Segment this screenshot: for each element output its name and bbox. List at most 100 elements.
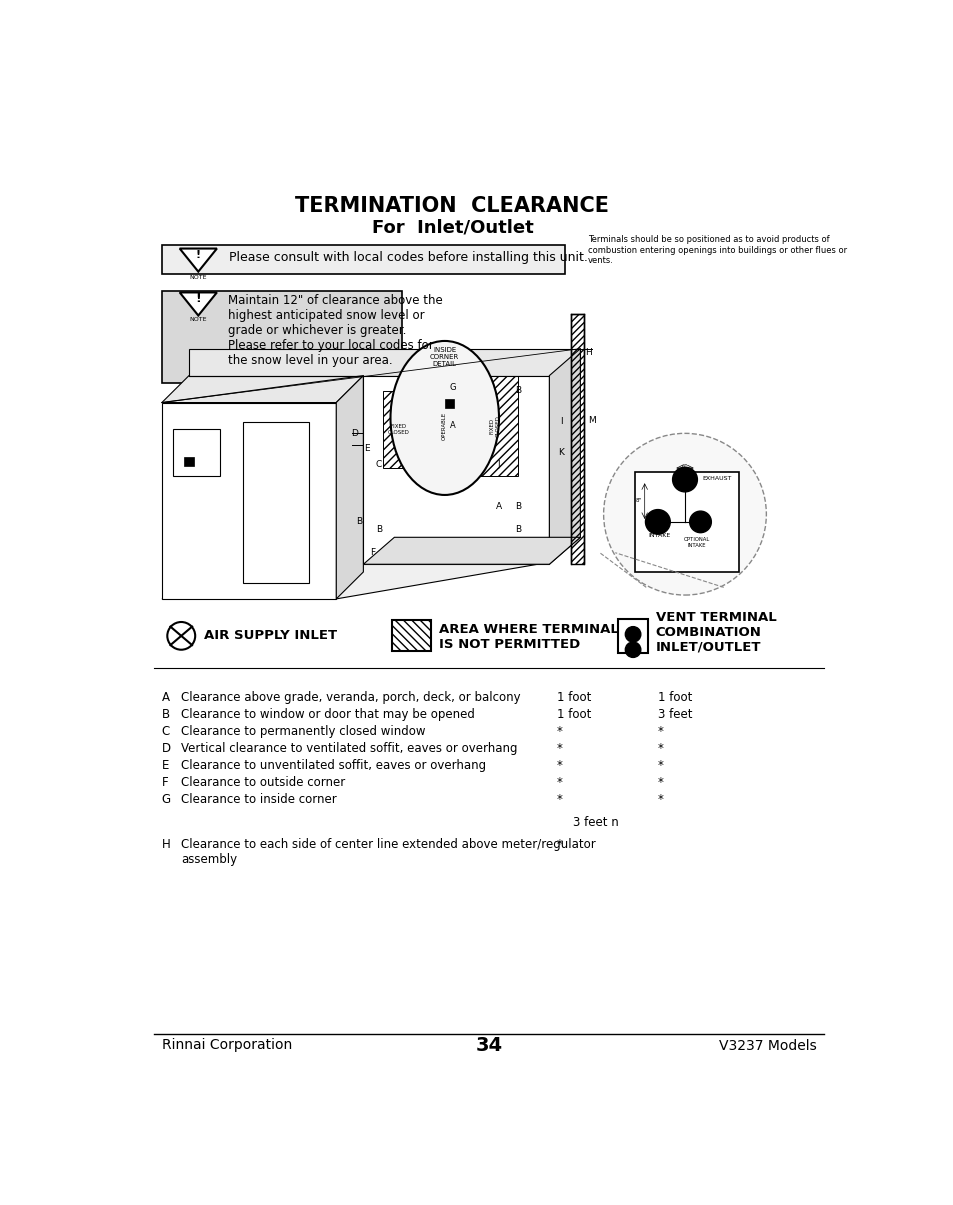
Text: B: B: [375, 525, 381, 534]
Text: B: B: [356, 517, 362, 527]
Circle shape: [672, 468, 697, 492]
Text: G: G: [162, 793, 171, 806]
Ellipse shape: [390, 341, 498, 495]
Text: Please consult with local codes before installing this unit.: Please consult with local codes before i…: [229, 252, 588, 264]
Text: *: *: [557, 776, 562, 789]
Text: *: *: [658, 742, 663, 756]
Text: F: F: [370, 548, 375, 557]
Circle shape: [624, 627, 640, 642]
FancyBboxPatch shape: [162, 290, 402, 383]
Text: 1 foot: 1 foot: [658, 692, 692, 704]
Text: K: K: [558, 448, 563, 457]
Text: Clearance above grade, veranda, porch, deck, or balcony: Clearance above grade, veranda, porch, d…: [181, 692, 520, 704]
Text: 3 feet n: 3 feet n: [572, 816, 618, 829]
Text: *: *: [658, 776, 663, 789]
Text: Rinnai Corporation: Rinnai Corporation: [162, 1039, 292, 1052]
Bar: [173, 429, 220, 476]
Text: Clearance to unventilated soffit, eaves or overhang: Clearance to unventilated soffit, eaves …: [181, 759, 486, 772]
Text: C: C: [162, 725, 170, 739]
Text: 1 foot: 1 foot: [557, 692, 591, 704]
Bar: [634, 472, 739, 572]
Text: A: A: [449, 422, 455, 430]
Text: TERMINATION  CLEARANCE: TERMINATION CLEARANCE: [295, 196, 609, 216]
Text: B: B: [515, 387, 521, 395]
Text: EXHAUST: EXHAUST: [701, 476, 731, 481]
Text: OPTIONAL
INTAKE: OPTIONAL INTAKE: [682, 537, 709, 548]
Text: NOTE: NOTE: [190, 317, 207, 322]
Bar: [243, 422, 309, 583]
Text: AREA WHERE TERMINAL
IS NOT PERMITTED: AREA WHERE TERMINAL IS NOT PERMITTED: [438, 623, 618, 652]
Text: *: *: [557, 725, 562, 739]
Text: Clearance to inside corner: Clearance to inside corner: [181, 793, 336, 806]
Text: Clearance to outside corner: Clearance to outside corner: [181, 776, 345, 789]
Text: A: A: [496, 502, 501, 511]
Text: VENT TERMINAL
COMBINATION
INLET/OUTLET: VENT TERMINAL COMBINATION INLET/OUTLET: [655, 611, 776, 653]
Text: !: !: [195, 292, 201, 305]
Text: E: E: [162, 759, 169, 772]
Polygon shape: [335, 376, 363, 599]
Text: 8": 8": [635, 498, 640, 502]
Polygon shape: [179, 248, 216, 271]
Polygon shape: [549, 348, 579, 564]
Text: Vertical clearance to ventilated soffit, eaves or overhang: Vertical clearance to ventilated soffit,…: [181, 742, 517, 756]
Polygon shape: [363, 376, 549, 564]
Text: 34: 34: [475, 1036, 502, 1056]
Text: FIXED
CLOSED: FIXED CLOSED: [489, 415, 500, 436]
Text: *: *: [658, 793, 663, 806]
Text: OPERABLE: OPERABLE: [442, 412, 447, 440]
Circle shape: [689, 511, 711, 533]
Text: *: *: [658, 725, 663, 739]
Text: J: J: [497, 459, 499, 469]
Bar: [472, 376, 517, 476]
Text: A: A: [162, 692, 170, 704]
Bar: [184, 457, 193, 466]
Text: B: B: [515, 502, 521, 511]
Text: NOTE: NOTE: [190, 276, 207, 281]
Text: Clearance to each side of center line extended above meter/regulator
assembly: Clearance to each side of center line ex…: [181, 837, 596, 865]
Text: B: B: [515, 525, 521, 534]
Text: F: F: [162, 776, 169, 789]
Circle shape: [167, 622, 195, 649]
Text: I: I: [559, 417, 561, 427]
Text: M: M: [587, 416, 596, 424]
Text: B: B: [162, 709, 170, 722]
Text: *: *: [658, 759, 663, 772]
Text: Maintain 12" of clearance above the
highest anticipated snow level or
grade or w: Maintain 12" of clearance above the high…: [228, 294, 442, 368]
Text: INSIDE
CORNER
DETAIL: INSIDE CORNER DETAIL: [430, 347, 459, 368]
Circle shape: [624, 642, 640, 658]
Text: AIR SUPPLY INLET: AIR SUPPLY INLET: [204, 629, 337, 642]
FancyBboxPatch shape: [162, 245, 564, 274]
Bar: [382, 390, 414, 468]
Polygon shape: [189, 348, 579, 376]
Text: FIXED
CLOSED: FIXED CLOSED: [387, 424, 409, 435]
Text: Clearance to window or door that may be opened: Clearance to window or door that may be …: [181, 709, 475, 722]
Text: !: !: [195, 249, 201, 260]
Text: 3 feet: 3 feet: [658, 709, 692, 722]
Circle shape: [645, 510, 670, 534]
Text: G: G: [449, 383, 456, 392]
Bar: [421, 376, 468, 476]
Polygon shape: [363, 537, 579, 564]
Text: C: C: [375, 459, 381, 469]
Polygon shape: [179, 293, 216, 316]
Text: D: D: [351, 429, 357, 437]
Text: 1 foot: 1 foot: [557, 709, 591, 722]
Text: V3237 Models: V3237 Models: [719, 1039, 816, 1052]
Text: *: *: [557, 759, 562, 772]
Bar: [444, 399, 454, 408]
Circle shape: [603, 434, 765, 595]
Text: *: *: [557, 837, 562, 851]
Polygon shape: [162, 376, 363, 402]
Bar: [392, 621, 431, 651]
Text: Clearance to permanently closed window: Clearance to permanently closed window: [181, 725, 425, 739]
Text: E: E: [364, 445, 370, 453]
Bar: [618, 619, 647, 653]
Polygon shape: [162, 564, 537, 599]
Text: For  Inlet/Outlet: For Inlet/Outlet: [372, 219, 533, 236]
Text: H: H: [162, 837, 171, 851]
Text: Terminals should be so positioned as to avoid products of
combustion entering op: Terminals should be so positioned as to …: [587, 235, 846, 265]
Text: *: *: [557, 793, 562, 806]
Text: H: H: [584, 348, 591, 357]
Text: *: *: [557, 742, 562, 756]
Text: INTAKE: INTAKE: [648, 534, 670, 539]
